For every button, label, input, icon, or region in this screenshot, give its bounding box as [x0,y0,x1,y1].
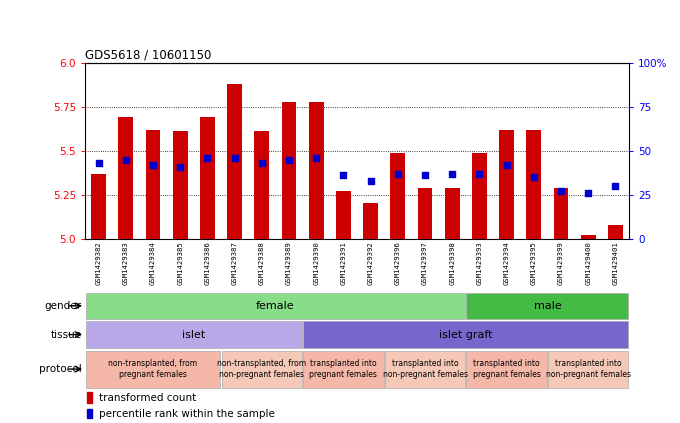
Point [365,177,376,184]
Text: GSM1429399: GSM1429399 [558,241,564,285]
Text: transplanted into
non-pregnant females: transplanted into non-pregnant females [383,360,468,379]
Text: GSM1429395: GSM1429395 [531,241,537,285]
Text: GSM1429401: GSM1429401 [613,241,618,285]
Bar [200,118,215,239]
Point [338,172,349,179]
Text: GSM1429382: GSM1429382 [96,241,101,285]
FancyBboxPatch shape [548,351,628,387]
Text: percentile rank within the sample: percentile rank within the sample [99,409,275,419]
Point [528,174,539,181]
Bar [309,102,324,239]
Text: GSM1429393: GSM1429393 [477,241,482,285]
Text: islet graft: islet graft [439,330,492,340]
FancyBboxPatch shape [303,321,628,348]
Text: GDS5618 / 10601150: GDS5618 / 10601150 [85,49,211,62]
Bar [118,118,133,239]
Text: GSM1429392: GSM1429392 [368,241,373,285]
Point [501,162,512,168]
FancyBboxPatch shape [222,351,302,387]
Text: GSM1429384: GSM1429384 [150,241,156,285]
Text: transplanted into
pregnant females: transplanted into pregnant females [309,360,377,379]
Text: GSM1429390: GSM1429390 [313,241,319,285]
Text: GSM1429396: GSM1429396 [395,241,401,285]
Bar [146,130,160,239]
Point [202,154,213,161]
Point [120,156,131,163]
Text: GSM1429385: GSM1429385 [177,241,183,285]
FancyBboxPatch shape [86,293,465,319]
Bar [282,102,296,239]
Bar [581,235,596,239]
Bar [554,188,568,239]
Text: islet: islet [182,330,205,340]
Bar [526,130,541,239]
FancyBboxPatch shape [86,351,220,387]
Text: GSM1429383: GSM1429383 [123,241,129,285]
Point [229,154,240,161]
Bar [86,409,92,418]
Bar [86,393,92,404]
Point [256,160,267,167]
Text: non-transplanted, from
pregnant females: non-transplanted, from pregnant females [108,360,198,379]
Text: non-transplanted, from
non-pregnant females: non-transplanted, from non-pregnant fema… [217,360,307,379]
Point [583,190,594,196]
Bar [254,132,269,239]
FancyBboxPatch shape [86,321,302,348]
Text: GSM1429398: GSM1429398 [449,241,455,285]
Point [93,160,104,167]
Text: tissue: tissue [50,330,82,340]
Text: gender: gender [45,301,82,311]
FancyBboxPatch shape [303,351,384,387]
Text: GSM1429397: GSM1429397 [422,241,428,285]
Bar [227,84,242,239]
Text: protocol: protocol [39,364,82,374]
Text: GSM1429400: GSM1429400 [585,241,591,285]
Text: female: female [256,301,294,311]
Text: GSM1429389: GSM1429389 [286,241,292,285]
Point [420,172,430,179]
Bar [608,225,623,239]
Text: transplanted into
pregnant females: transplanted into pregnant females [473,360,541,379]
Text: male: male [534,301,561,311]
Point [610,183,621,190]
Bar [418,188,432,239]
Point [284,156,294,163]
Text: GSM1429388: GSM1429388 [259,241,265,285]
Bar [499,130,514,239]
FancyBboxPatch shape [466,351,547,387]
Point [474,170,485,177]
Bar [173,132,188,239]
Point [311,154,322,161]
Bar [91,173,106,239]
Point [392,170,403,177]
Text: GSM1429394: GSM1429394 [504,241,509,285]
Bar [336,191,351,239]
Point [175,163,186,170]
Bar [472,153,487,239]
FancyBboxPatch shape [466,293,628,319]
Point [556,188,566,195]
Bar [390,153,405,239]
Point [447,170,458,177]
Text: transformed count: transformed count [99,393,196,403]
Point [148,162,158,168]
Text: GSM1429386: GSM1429386 [205,241,210,285]
Bar [363,203,378,239]
Text: GSM1429391: GSM1429391 [341,241,346,285]
Bar [445,188,460,239]
FancyBboxPatch shape [385,351,465,387]
Text: transplanted into
non-pregnant females: transplanted into non-pregnant females [546,360,631,379]
Text: GSM1429387: GSM1429387 [232,241,237,285]
